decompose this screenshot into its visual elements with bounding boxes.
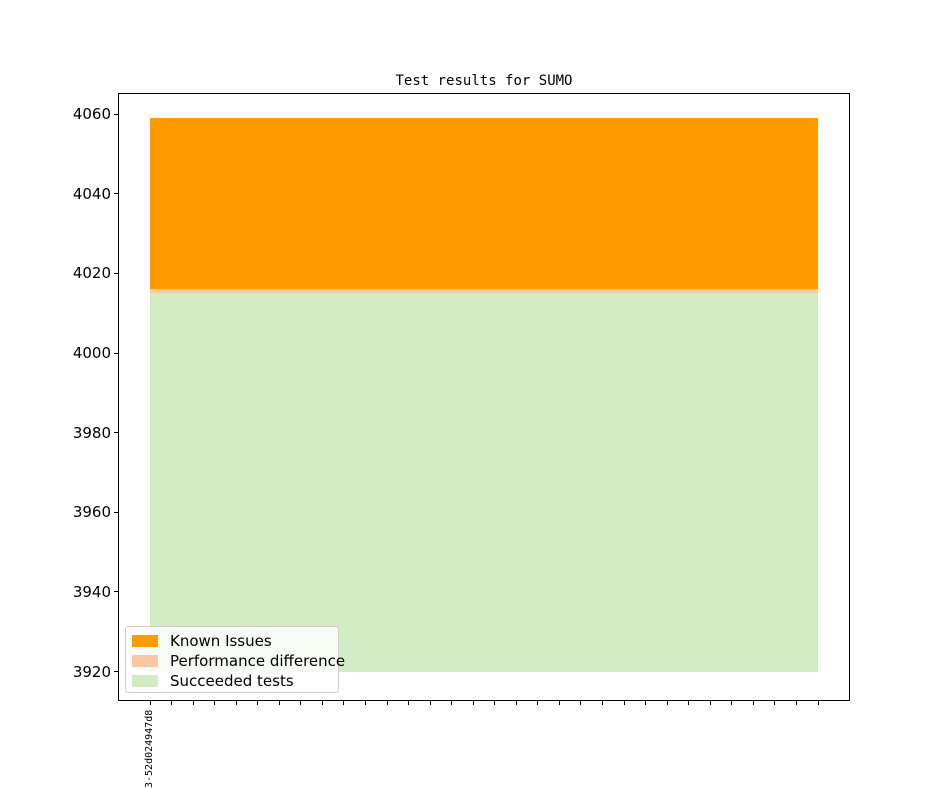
y-tick-label: 4020 (72, 264, 111, 283)
y-tick-label: 3940 (72, 582, 111, 601)
legend-label: Known Issues (170, 632, 272, 650)
x-tick-label: 3-52d024947d8 (144, 709, 155, 788)
x-tick (149, 701, 151, 705)
x-tick (171, 701, 173, 705)
y-tick-label: 4040 (72, 184, 111, 203)
x-tick (645, 701, 647, 705)
x-tick (300, 701, 302, 705)
x-tick (192, 701, 194, 705)
x-tick (364, 701, 366, 705)
x-tick (580, 701, 582, 705)
y-tick (114, 352, 118, 354)
x-tick (321, 701, 323, 705)
x-tick (602, 701, 604, 705)
x-tick (666, 701, 668, 705)
x-tick (214, 701, 216, 705)
x-tick (343, 701, 345, 705)
x-tick (731, 701, 733, 705)
y-tick (114, 193, 118, 195)
y-tick-label: 3960 (72, 503, 111, 522)
y-tick-label: 4060 (72, 105, 111, 124)
legend-label: Succeeded tests (170, 672, 294, 690)
x-tick (688, 701, 690, 705)
x-tick (795, 701, 797, 705)
x-tick (752, 701, 754, 705)
legend-swatch-performance-difference (132, 655, 158, 667)
area-segment-known-issues (150, 118, 818, 290)
x-tick (235, 701, 237, 705)
x-tick (623, 701, 625, 705)
area-segment-performance-difference (150, 289, 818, 294)
x-tick (408, 701, 410, 705)
y-tick (114, 272, 118, 274)
legend-swatch-succeeded-tests (132, 675, 158, 687)
y-tick (114, 591, 118, 593)
y-tick-label: 3920 (72, 662, 111, 681)
area-segment-succeeded-tests (150, 293, 818, 672)
x-tick (451, 701, 453, 705)
x-tick (494, 701, 496, 705)
legend-label: Performance difference (170, 652, 346, 670)
x-tick (257, 701, 259, 705)
x-tick (709, 701, 711, 705)
x-tick (429, 701, 431, 705)
y-tick-label: 3980 (72, 423, 111, 442)
x-tick (817, 701, 819, 705)
chart-title: Test results for SUMO (395, 73, 573, 89)
legend-row-performance-difference: Performance difference (132, 651, 345, 671)
legend-row-known-issues: Known Issues (132, 631, 338, 651)
y-tick (114, 113, 118, 115)
y-tick (114, 511, 118, 513)
x-tick (515, 701, 517, 705)
x-tick (537, 701, 539, 705)
x-tick (386, 701, 388, 705)
legend-row-succeeded-tests: Succeeded tests (132, 671, 338, 691)
x-tick (774, 701, 776, 705)
x-tick (558, 701, 560, 705)
y-tick (114, 432, 118, 434)
y-tick-label: 4000 (72, 344, 111, 362)
legend-swatch-known-issues (132, 635, 158, 647)
x-tick (278, 701, 280, 705)
legend: Known Issues Performance difference Succee… (125, 626, 345, 693)
y-tick (114, 671, 118, 673)
x-tick (472, 701, 474, 705)
